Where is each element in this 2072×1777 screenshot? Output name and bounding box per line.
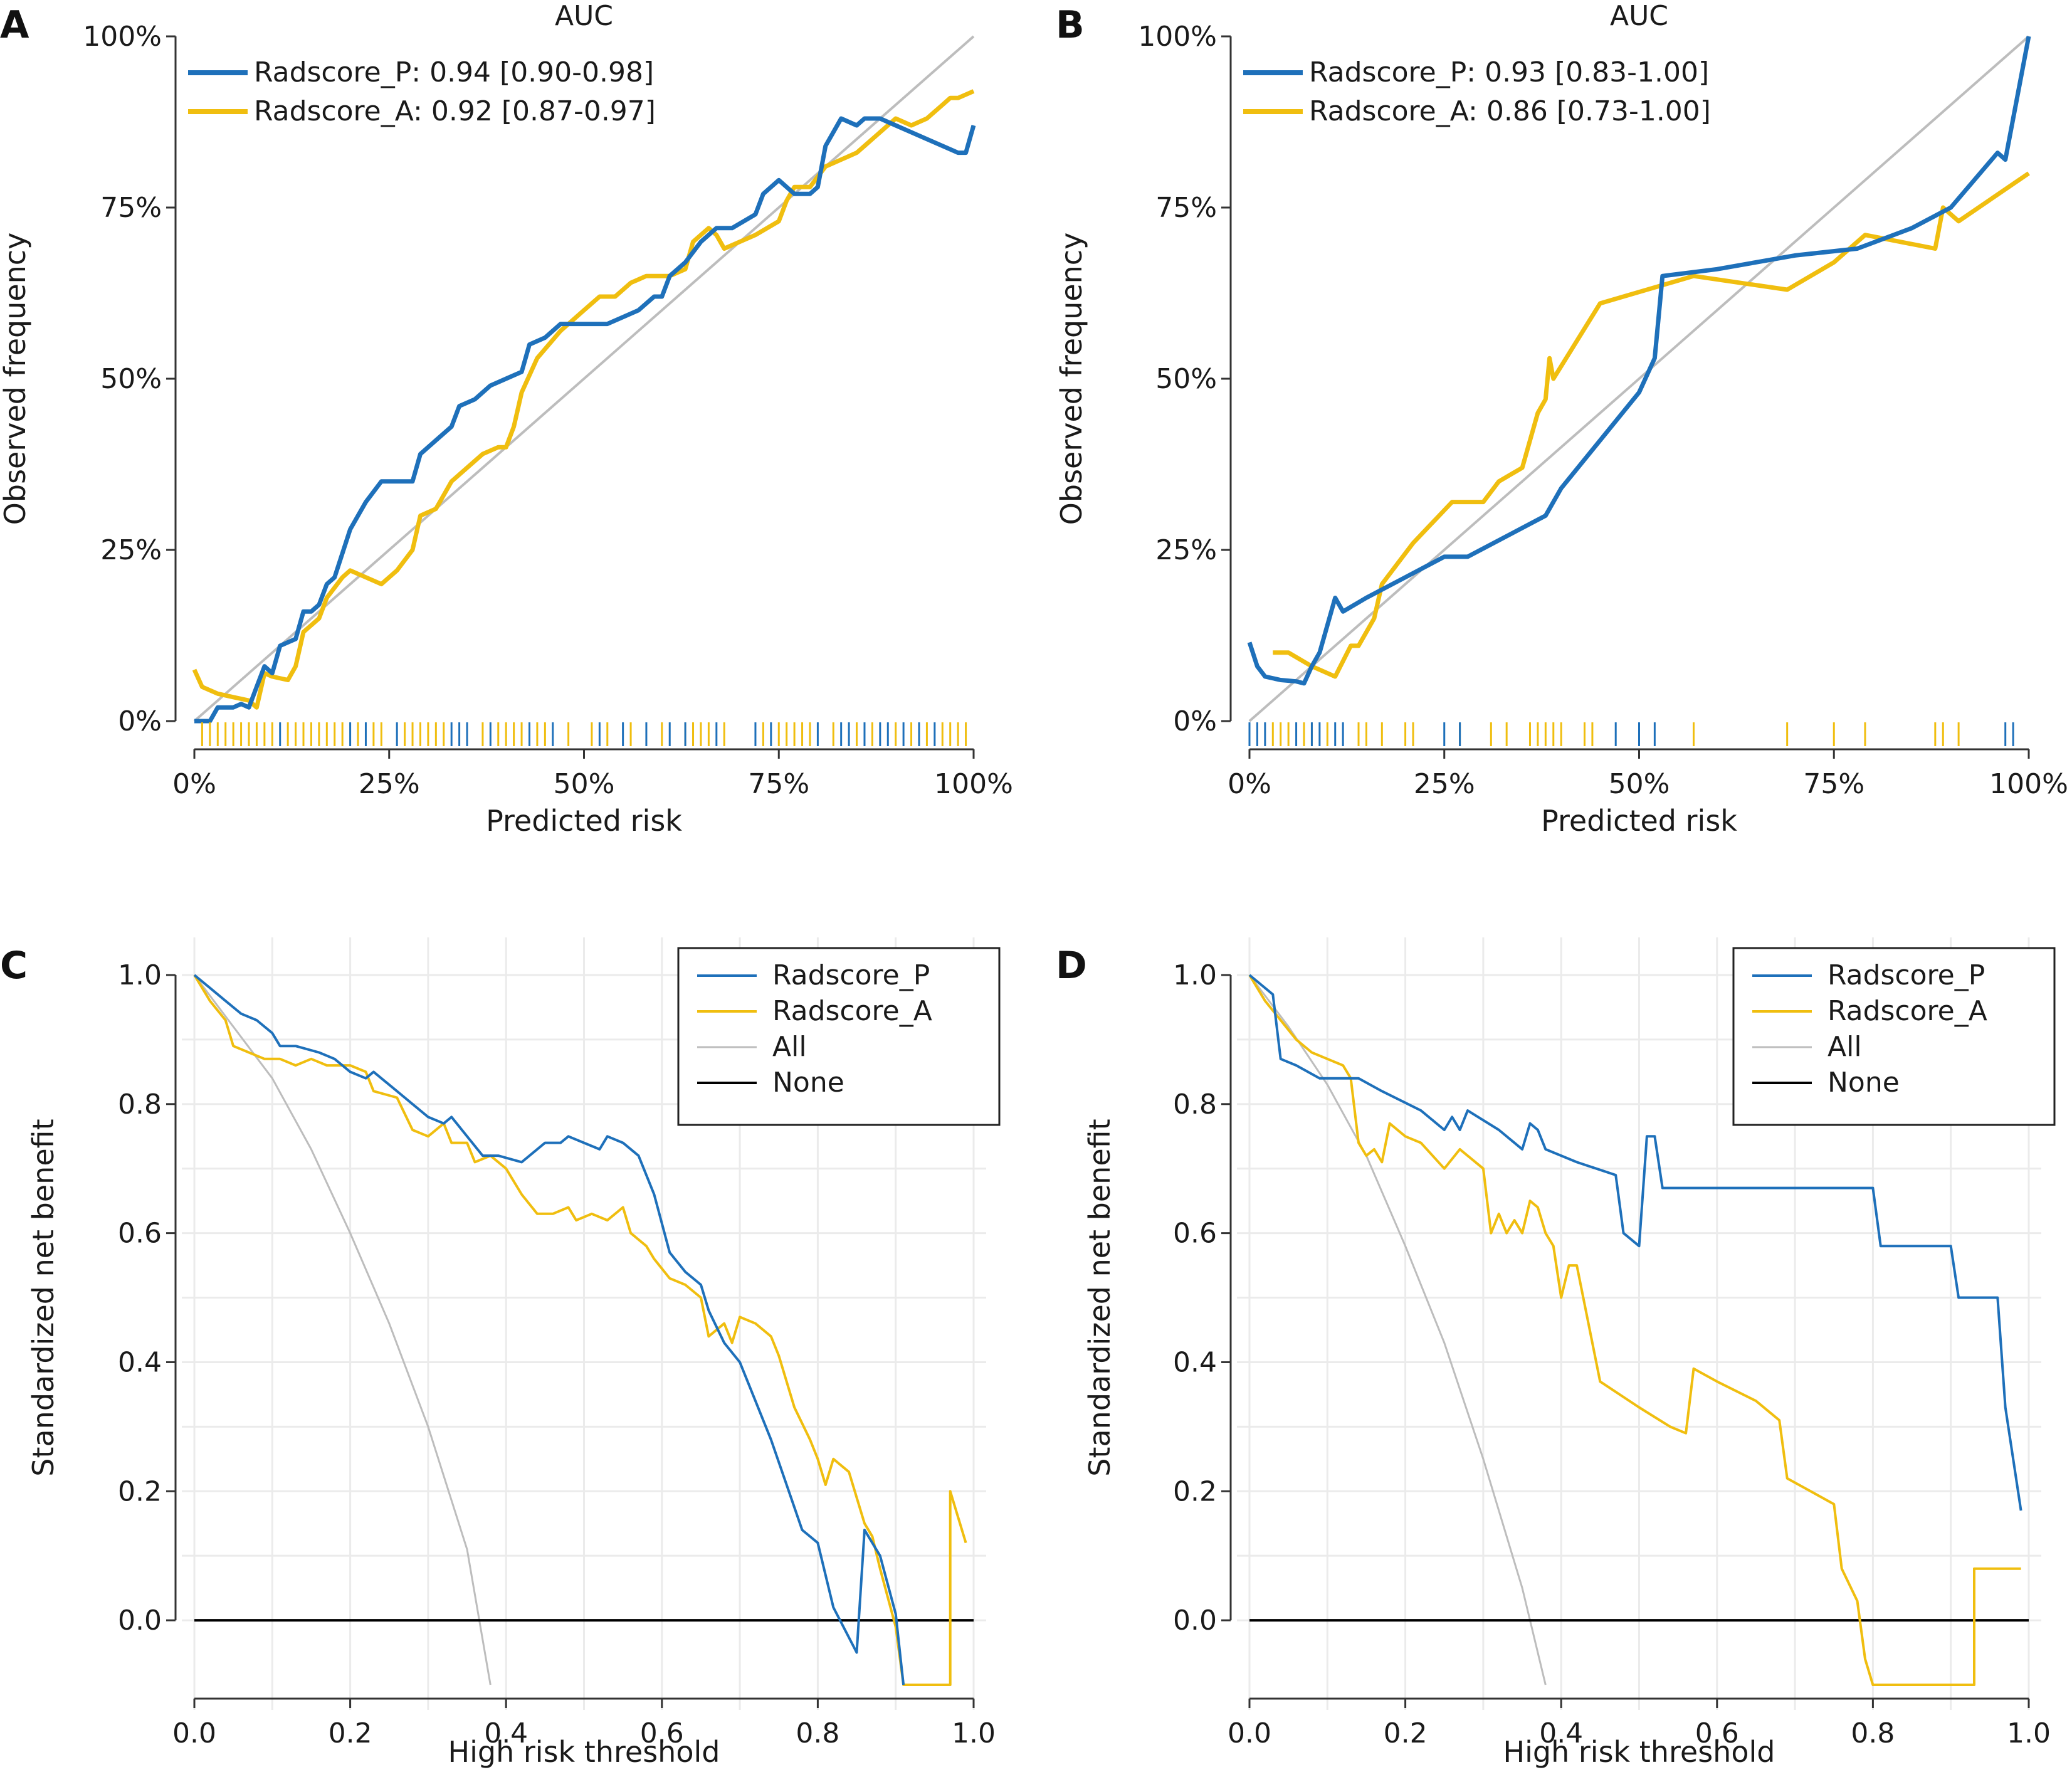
y-tick-label: 0.2 bbox=[118, 1475, 162, 1507]
legend-box bbox=[677, 947, 1001, 1126]
series-line-radscore-p bbox=[1247, 36, 2031, 686]
y-axis-title: Observed frequency bbox=[1054, 233, 1088, 525]
x-tick-label: 0.8 bbox=[1851, 1717, 1895, 1749]
plot-area bbox=[192, 35, 976, 724]
y-tick-label: 0.4 bbox=[1173, 1346, 1217, 1378]
x-tick-label: 100% bbox=[1989, 768, 2068, 800]
y-axis-title: Standardized net benefit bbox=[1083, 1119, 1117, 1476]
reference-diagonal bbox=[1248, 35, 2030, 722]
legend-label: Radscore_A bbox=[1827, 995, 1987, 1027]
series-line-all bbox=[193, 974, 492, 1685]
y-tick-label: 0.8 bbox=[118, 1089, 162, 1121]
panel-d: D 0.0 0.2 0.4 0.6 0.8 1.0 0.0 0.2 0.4 0.6 0.8 1.0 Hig… bbox=[1056, 937, 2056, 1769]
y-tick-label: 50% bbox=[100, 363, 162, 395]
x-tick-label: 1.0 bbox=[952, 1717, 996, 1749]
x-tick-label: 25% bbox=[359, 768, 420, 800]
legend-label: None bbox=[1827, 1067, 1900, 1099]
y-tick-label: 0.0 bbox=[1173, 1605, 1217, 1637]
series-line-radscore-a bbox=[1248, 974, 2021, 1686]
y-tick-label: 100% bbox=[1138, 21, 1217, 53]
y-tick-label: 100% bbox=[83, 21, 162, 53]
legend-label: Radscore_P: 0.94 [0.90-0.98] bbox=[254, 56, 654, 88]
x-tick-label: 50% bbox=[554, 768, 615, 800]
series-line-radscore-a bbox=[1273, 171, 2030, 679]
legend-label: All bbox=[1827, 1031, 1862, 1063]
y-tick-label: 0% bbox=[1173, 705, 1217, 737]
x-tick-label: 0.0 bbox=[172, 1717, 216, 1749]
x-tick-label: 75% bbox=[748, 768, 809, 800]
series-line-radscore-p bbox=[1248, 974, 2022, 1511]
x-tick-label: 0.2 bbox=[1384, 1717, 1428, 1749]
plot-area bbox=[1247, 35, 2031, 722]
legend-label: Radscore_P: 0.93 [0.83-1.00] bbox=[1309, 56, 1709, 88]
x-axis-title: Predicted risk bbox=[1541, 804, 1737, 838]
panel-a: A AUC 0% 25% 50% 75% 100% 0% 25% 50% 75% 100% Predic… bbox=[0, 0, 1013, 838]
x-tick-label: 75% bbox=[1803, 768, 1864, 800]
series-line-radscore-p bbox=[194, 116, 976, 724]
x-tick-label: 0.0 bbox=[1228, 1717, 1271, 1749]
y-tick-label: 0.0 bbox=[118, 1605, 162, 1637]
x-tick-label: 25% bbox=[1414, 768, 1475, 800]
legend-label: Radscore_A bbox=[772, 995, 932, 1027]
y-tick-label: 75% bbox=[100, 192, 162, 224]
y-tick-label: 75% bbox=[1155, 192, 1217, 224]
panel-b: B AUC 0% 25% 50% 75% 100% 0% 25% 50% 75% 100% Predic… bbox=[1054, 0, 2068, 838]
panel-letter: C bbox=[0, 944, 28, 988]
x-tick-label: 0.6 bbox=[1695, 1717, 1739, 1749]
y-tick-label: 0.6 bbox=[1173, 1218, 1217, 1250]
x-tick-label: 0% bbox=[1228, 768, 1271, 800]
chart-title: AUC bbox=[1610, 0, 1668, 32]
x-tick-label: 0.2 bbox=[329, 1717, 372, 1749]
legend-label: All bbox=[772, 1031, 807, 1063]
x-axis-title: High risk threshold bbox=[1503, 1735, 1775, 1769]
y-tick-label: 1.0 bbox=[118, 959, 162, 991]
x-tick-label: 0.6 bbox=[640, 1717, 684, 1749]
x-tick-label: 0.4 bbox=[1539, 1717, 1583, 1749]
y-tick-label: 0% bbox=[118, 705, 162, 737]
panel-letter: B bbox=[1056, 3, 1085, 47]
x-tick-label: 0% bbox=[172, 768, 216, 800]
y-tick-label: 25% bbox=[1155, 534, 1217, 566]
x-tick-label: 50% bbox=[1609, 768, 1670, 800]
x-tick-label: 100% bbox=[934, 768, 1013, 800]
reference-diagonal bbox=[193, 35, 975, 722]
legend-label: Radscore_P bbox=[1827, 959, 1985, 991]
panel-letter: D bbox=[1056, 944, 1087, 988]
x-tick-label: 0.8 bbox=[796, 1717, 839, 1749]
legend-label: None bbox=[772, 1067, 844, 1099]
x-tick-label: 1.0 bbox=[2007, 1717, 2051, 1749]
y-axis-title: Observed frequency bbox=[0, 233, 32, 525]
legend-label: Radscore_P bbox=[772, 959, 930, 991]
series-line-radscore-a bbox=[193, 974, 967, 1686]
x-tick-label: 0.4 bbox=[484, 1717, 528, 1749]
y-tick-label: 25% bbox=[100, 534, 162, 566]
y-axis-title: Standardized net benefit bbox=[26, 1119, 60, 1476]
y-tick-label: 0.6 bbox=[118, 1218, 162, 1250]
y-tick-label: 0.4 bbox=[118, 1346, 162, 1378]
y-tick-label: 0.2 bbox=[1173, 1475, 1217, 1507]
y-tick-label: 1.0 bbox=[1173, 959, 1217, 991]
chart-title: AUC bbox=[555, 0, 613, 32]
legend-label: Radscore_A: 0.86 [0.73-1.00] bbox=[1309, 95, 1711, 127]
x-axis-title: High risk threshold bbox=[448, 1735, 720, 1769]
series-line-radscore-p bbox=[193, 974, 905, 1685]
series-line-radscore-a bbox=[192, 89, 975, 710]
legend-box bbox=[1732, 947, 2056, 1126]
plot-area bbox=[1248, 974, 2029, 1686]
plot-area bbox=[193, 974, 974, 1686]
x-axis-title: Predicted risk bbox=[486, 804, 682, 838]
panel-c: C 0.0 0.2 0.4 0.6 0.8 1.0 0.0 0.2 0.4 0.6 0.8 1.0 Hig… bbox=[0, 937, 1001, 1769]
series-line-all bbox=[1248, 974, 1547, 1685]
y-tick-label: 50% bbox=[1155, 363, 1217, 395]
legend-label: Radscore_A: 0.92 [0.87-0.97] bbox=[254, 95, 656, 127]
panel-letter: A bbox=[0, 3, 29, 47]
y-tick-label: 0.8 bbox=[1173, 1089, 1217, 1121]
